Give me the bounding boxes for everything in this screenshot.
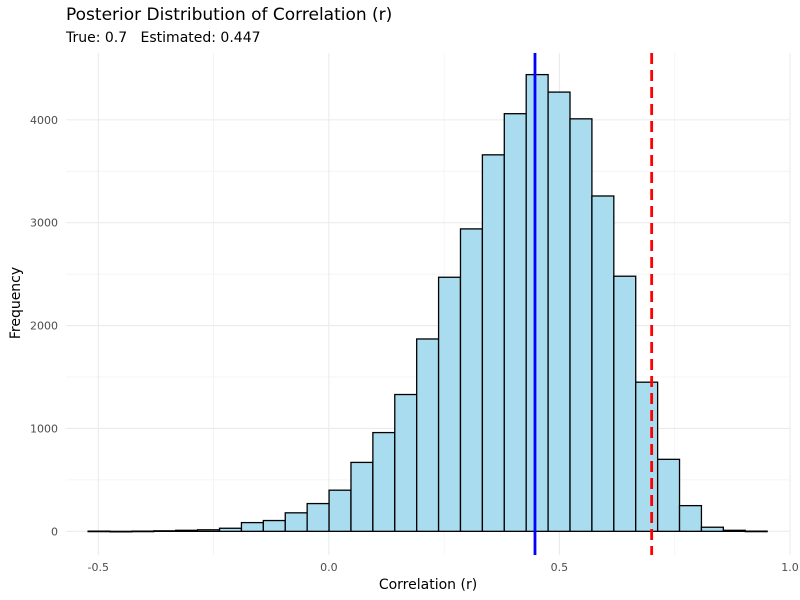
- histogram-bar: [525, 73, 549, 532]
- x-axis-title: Correlation (r): [379, 577, 477, 593]
- histogram-bar: [196, 529, 221, 532]
- histogram-bar: [635, 381, 659, 532]
- y-axis-ticks: 0 1000 2000 3000 4000: [30, 114, 58, 538]
- histogram-bar: [744, 530, 768, 533]
- histogram-bar: [131, 530, 155, 533]
- histogram-bar: [372, 431, 396, 532]
- histogram-bar: [700, 526, 724, 532]
- y-tick-label: 0: [51, 525, 58, 538]
- y-axis-title: Frequency: [8, 267, 24, 339]
- y-tick-label: 3000: [30, 217, 58, 230]
- histogram-bar: [394, 393, 418, 532]
- histogram-bar: [416, 338, 440, 532]
- histogram-bar: [218, 527, 243, 532]
- histogram-bar: [459, 228, 484, 532]
- histogram-bar: [328, 489, 352, 532]
- histogram-bar: [240, 521, 264, 532]
- chart-title: Posterior Distribution of Correlation (r…: [66, 5, 393, 25]
- histogram-bar: [656, 458, 681, 532]
- histogram-bars: [87, 73, 768, 533]
- histogram-bar: [678, 504, 703, 532]
- y-tick-label: 1000: [30, 422, 58, 435]
- x-tick-label: 0.5: [551, 561, 569, 574]
- x-tick-label: 0.0: [320, 561, 338, 574]
- histogram-bar: [481, 154, 505, 532]
- histogram-bar: [591, 195, 615, 532]
- x-tick-label: 1.0: [781, 561, 799, 574]
- histogram-bar: [350, 461, 374, 532]
- x-tick-label: -0.5: [88, 561, 109, 574]
- histogram-bar: [262, 519, 286, 532]
- subtitle-true: True: 0.7: [66, 30, 128, 46]
- histogram-bar: [109, 530, 133, 533]
- subtitle-estimated: Estimated: 0.447: [140, 30, 261, 46]
- histogram-bar: [306, 502, 330, 532]
- histogram-bar: [613, 275, 637, 532]
- histogram-bar: [87, 530, 111, 533]
- histogram-bar: [153, 530, 177, 532]
- histogram-bar: [437, 276, 462, 532]
- histogram-bar: [503, 113, 527, 532]
- histogram-bar: [175, 529, 199, 532]
- histogram-bar: [284, 512, 308, 532]
- reference-lines: [533, 53, 654, 555]
- chart-subtitle: True: 0.7 Estimated: 0.447: [66, 30, 261, 46]
- x-axis-ticks: -0.5 0.0 0.5 1.0: [88, 561, 799, 574]
- y-tick-label: 4000: [30, 114, 58, 127]
- y-tick-label: 2000: [30, 320, 58, 333]
- histogram-bar: [547, 91, 571, 532]
- histogram-bar: [569, 118, 593, 532]
- histogram-bar: [722, 529, 746, 532]
